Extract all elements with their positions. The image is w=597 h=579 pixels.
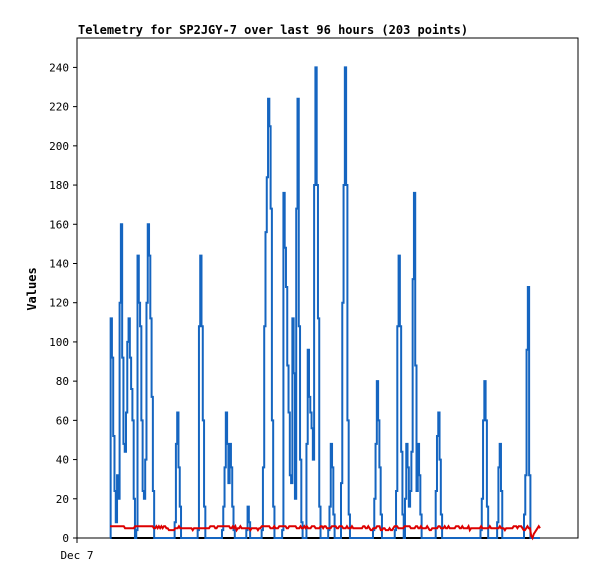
y-tick-label: 140 <box>49 257 69 270</box>
y-tick-label: 80 <box>56 375 69 388</box>
plot-frame <box>76 37 579 539</box>
chart-title: Telemetry for SP2JGY-7 over last 96 hour… <box>78 23 468 37</box>
y-tick-label: 180 <box>49 179 69 192</box>
y-tick-label: 100 <box>49 336 69 349</box>
y-tick-label: 160 <box>49 218 69 231</box>
spike-series-line <box>109 66 540 539</box>
y-tick-label: 60 <box>56 414 69 427</box>
series-layer <box>109 66 541 541</box>
y-tick-label: 0 <box>62 532 69 545</box>
y-tick-label: 120 <box>49 297 69 310</box>
y-tick-label: 240 <box>49 61 69 74</box>
y-tick-label: 200 <box>49 140 69 153</box>
y-tick-label: 20 <box>56 493 69 506</box>
baseline-series-line <box>110 523 541 541</box>
x-tick-label: Dec 7 <box>60 549 93 562</box>
y-axis-label: Values <box>25 267 39 310</box>
x-axis-ticks: Dec 7 <box>60 538 94 562</box>
y-tick-label: 40 <box>56 454 69 467</box>
y-axis-ticks: 0 20 40 60 80 100 120 140 160 180 200 220 240 <box>49 61 77 545</box>
y-tick-label: 220 <box>49 101 69 114</box>
